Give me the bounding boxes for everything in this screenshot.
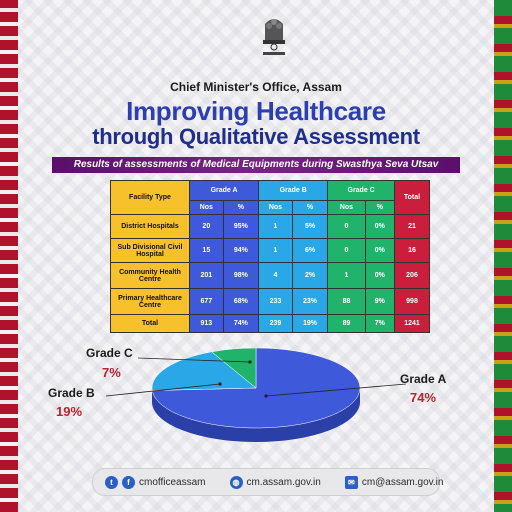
row-facility: Community Health Centre (110, 262, 190, 289)
row-c-pct: 9% (364, 288, 396, 315)
header-grade-c: Grade C (327, 180, 395, 201)
website-text: cm.assam.gov.in (246, 476, 321, 488)
table-row: Sub Divisional Civil Hospital 15 94% 1 6… (110, 238, 430, 263)
row-b-pct: 2% (291, 262, 329, 289)
row-c-pct: 7% (364, 314, 396, 333)
website-link[interactable]: ◍ cm.assam.gov.in (229, 475, 321, 489)
pie-side (152, 388, 360, 442)
row-a-nos: 201 (189, 262, 224, 289)
row-b-pct: 5% (291, 214, 329, 239)
sub-c-nos: Nos (327, 200, 366, 215)
row-a-nos: 677 (189, 288, 224, 315)
pie-slice-grade-b (151, 351, 257, 391)
row-b-nos: 239 (258, 314, 293, 333)
email-link[interactable]: ✉ cm@assam.gov.in (344, 475, 444, 489)
header-grade-a: Grade A (188, 180, 260, 201)
label-grade-c: Grade C (86, 346, 133, 360)
table-row: Community Health Centre 201 98% 4 2% 1 0… (110, 262, 430, 289)
header-total: Total (394, 180, 430, 215)
pie-slice-grade-c (211, 347, 257, 389)
pct-grade-a: 74% (410, 390, 437, 405)
row-b-nos: 1 (258, 214, 293, 239)
mail-icon: ✉ (344, 475, 358, 489)
leader-dot (218, 382, 222, 386)
row-a-pct: 94% (222, 238, 260, 263)
row-c-nos: 88 (327, 288, 366, 315)
row-c-pct: 0% (364, 262, 396, 289)
subtitle-banner: Results of assessments of Medical Equipm… (52, 157, 460, 173)
national-emblem-icon (263, 19, 285, 55)
contact-footer: t f cmofficeassam ◍ cm.assam.gov.in ✉ cm… (92, 468, 443, 496)
row-facility: Sub Divisional Civil Hospital (110, 238, 190, 263)
sub-b-pct: % (291, 200, 329, 215)
header-grade-b: Grade B (258, 180, 329, 201)
row-total: 1241 (394, 314, 430, 333)
row-c-pct: 0% (364, 238, 396, 263)
leader-line (105, 383, 221, 397)
row-a-pct: 98% (222, 262, 260, 289)
pct-grade-b: 19% (56, 404, 83, 419)
row-b-pct: 19% (291, 314, 329, 333)
leader-line (265, 383, 407, 397)
row-c-nos: 0 (327, 238, 366, 263)
leader-dot (248, 360, 252, 364)
office-name: Chief Minister's Office, Assam (170, 80, 342, 94)
leader-line (137, 357, 251, 363)
table-row: Primary Healthcare Centre 677 68% 233 23… (110, 288, 430, 315)
row-facility: Primary Healthcare Centre (110, 288, 190, 315)
facebook-icon: f (122, 475, 135, 489)
label-grade-a: Grade A (400, 372, 447, 386)
row-total: 206 (394, 262, 430, 289)
sub-a-pct: % (222, 200, 260, 215)
row-a-nos: 913 (189, 314, 224, 333)
row-c-nos: 89 (327, 314, 366, 333)
grade-pie-chart (105, 347, 407, 442)
social-handle[interactable]: t f cmofficeassam (105, 475, 206, 489)
twitter-icon: t (105, 475, 118, 489)
poster-content: Chief Minister's Office, Assam Improving… (18, 0, 494, 512)
header-facility: Facility Type (110, 180, 190, 215)
row-facility: Total (110, 314, 190, 333)
left-border-pattern (0, 0, 18, 512)
row-b-nos: 1 (258, 238, 293, 263)
label-grade-b: Grade B (48, 386, 95, 400)
row-b-nos: 233 (258, 288, 293, 315)
row-a-pct: 95% (222, 214, 260, 239)
row-c-nos: 0 (327, 214, 366, 239)
table-row-total: Total 913 74% 239 19% 89 7% 1241 (110, 314, 430, 333)
sub-b-nos: Nos (258, 200, 293, 215)
page-title-line1: Improving Healthcare (126, 96, 386, 126)
table-row: District Hospitals 20 95% 1 5% 0 0% 21 (110, 214, 430, 239)
leader-dot (264, 394, 268, 398)
email-text: cm@assam.gov.in (361, 476, 444, 488)
row-a-pct: 74% (222, 314, 260, 333)
row-total: 998 (394, 288, 430, 315)
row-c-pct: 0% (364, 214, 396, 239)
page-title-line2: through Qualitative Assessment (92, 124, 420, 149)
right-border-pattern (494, 0, 512, 512)
assessment-table: Facility Type Grade A Grade B Grade C To… (110, 180, 430, 333)
row-b-pct: 23% (291, 288, 329, 315)
row-total: 21 (394, 214, 430, 239)
row-facility: District Hospitals (110, 214, 190, 239)
row-a-nos: 20 (189, 214, 224, 239)
pct-grade-c: 7% (102, 365, 121, 380)
sub-c-pct: % (364, 200, 396, 215)
row-a-pct: 68% (222, 288, 260, 315)
row-c-nos: 1 (327, 262, 366, 289)
row-a-nos: 15 (189, 238, 224, 263)
sub-a-nos: Nos (189, 200, 224, 215)
row-total: 16 (394, 238, 430, 263)
globe-icon: ◍ (229, 475, 243, 489)
row-b-pct: 6% (291, 238, 329, 263)
row-b-nos: 4 (258, 262, 293, 289)
social-handle-text: cmofficeassam (139, 476, 206, 488)
